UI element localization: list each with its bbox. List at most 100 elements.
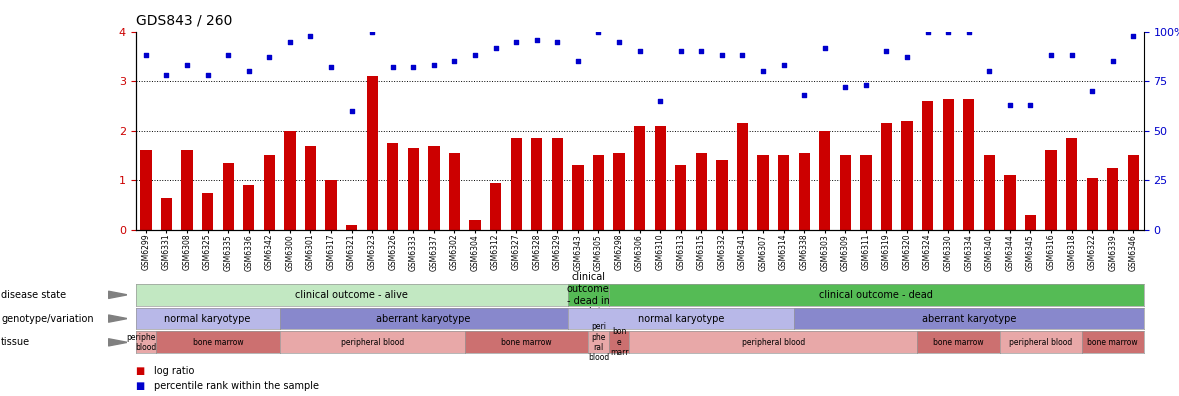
Point [444, 58, 463, 65]
Point [938, 29, 957, 35]
Text: normal karyotype: normal karyotype [638, 314, 724, 324]
Bar [1066, 138, 1078, 230]
Bar [1127, 155, 1139, 230]
Bar [408, 148, 419, 230]
Text: percentile rank within the sample: percentile rank within the sample [154, 381, 320, 391]
Point [527, 36, 546, 43]
Bar [942, 99, 954, 230]
Bar [778, 155, 789, 230]
Point [137, 52, 156, 59]
Bar [819, 131, 830, 230]
Text: tissue: tissue [1, 337, 31, 347]
Bar [325, 180, 337, 230]
Text: bone marrow: bone marrow [933, 338, 983, 347]
Bar [449, 153, 460, 230]
Text: GDS843 / 260: GDS843 / 260 [136, 14, 232, 28]
Point [610, 38, 628, 45]
Point [1001, 102, 1020, 108]
Bar [367, 76, 377, 230]
Bar [469, 220, 481, 230]
Point [1062, 52, 1081, 59]
Point [856, 82, 875, 88]
Bar [839, 155, 851, 230]
Point [775, 62, 793, 69]
Bar [490, 183, 501, 230]
Point [1104, 58, 1122, 65]
Point [1082, 88, 1101, 94]
Bar [140, 150, 152, 230]
Bar [1107, 168, 1119, 230]
Text: ■: ■ [136, 381, 145, 391]
Point [568, 58, 587, 65]
Point [753, 68, 772, 74]
Bar [634, 126, 645, 230]
Bar [922, 101, 934, 230]
Bar [861, 155, 871, 230]
Text: peripheral
blood: peripheral blood [126, 333, 166, 352]
Point [960, 29, 979, 35]
Text: peripheral blood: peripheral blood [742, 338, 805, 347]
Point [733, 52, 752, 59]
Point [178, 62, 197, 69]
Text: bone marrow: bone marrow [501, 338, 552, 347]
Point [239, 68, 258, 74]
Point [404, 64, 423, 70]
Bar [881, 123, 893, 230]
Bar [387, 143, 399, 230]
Point [671, 48, 690, 55]
Text: genotype/variation: genotype/variation [1, 314, 94, 324]
Bar [613, 153, 625, 230]
Bar [593, 155, 604, 230]
Point [383, 64, 402, 70]
Bar [1005, 175, 1015, 230]
Text: ■: ■ [136, 366, 145, 377]
Bar [676, 165, 686, 230]
Bar [511, 138, 522, 230]
Point [466, 52, 485, 59]
Text: peri
phe
ral
blood: peri phe ral blood [588, 322, 610, 362]
Bar [963, 99, 974, 230]
Point [198, 72, 217, 78]
Bar [182, 150, 192, 230]
Bar [737, 123, 749, 230]
Bar [305, 145, 316, 230]
Point [219, 52, 238, 59]
Point [259, 54, 278, 61]
Bar [223, 163, 233, 230]
Text: bon
e
marr: bon e marr [610, 327, 628, 357]
Text: aberrant karyotype: aberrant karyotype [376, 314, 470, 324]
Point [1021, 102, 1040, 108]
Text: bone marrow: bone marrow [192, 338, 243, 347]
Point [342, 108, 361, 114]
Bar [654, 126, 666, 230]
Bar [531, 138, 542, 230]
Point [836, 84, 855, 90]
Bar [983, 155, 995, 230]
Point [712, 52, 731, 59]
Text: disease state: disease state [1, 290, 66, 300]
Point [816, 44, 835, 51]
Bar [696, 153, 707, 230]
Point [507, 38, 526, 45]
Point [281, 38, 299, 45]
Point [980, 68, 999, 74]
Bar [284, 131, 296, 230]
Point [548, 38, 567, 45]
Point [590, 29, 608, 35]
Text: clinical outcome - alive: clinical outcome - alive [295, 290, 408, 300]
Point [424, 62, 443, 69]
Point [486, 44, 505, 51]
Bar [202, 192, 213, 230]
Bar [902, 121, 913, 230]
Polygon shape [108, 339, 127, 346]
Bar [243, 185, 255, 230]
Point [157, 72, 176, 78]
Point [918, 29, 937, 35]
Text: peripheral blood: peripheral blood [1009, 338, 1073, 347]
Bar [160, 198, 172, 230]
Bar [1025, 215, 1036, 230]
Bar [716, 160, 727, 230]
Bar [572, 165, 584, 230]
Bar [428, 145, 440, 230]
Point [651, 98, 670, 104]
